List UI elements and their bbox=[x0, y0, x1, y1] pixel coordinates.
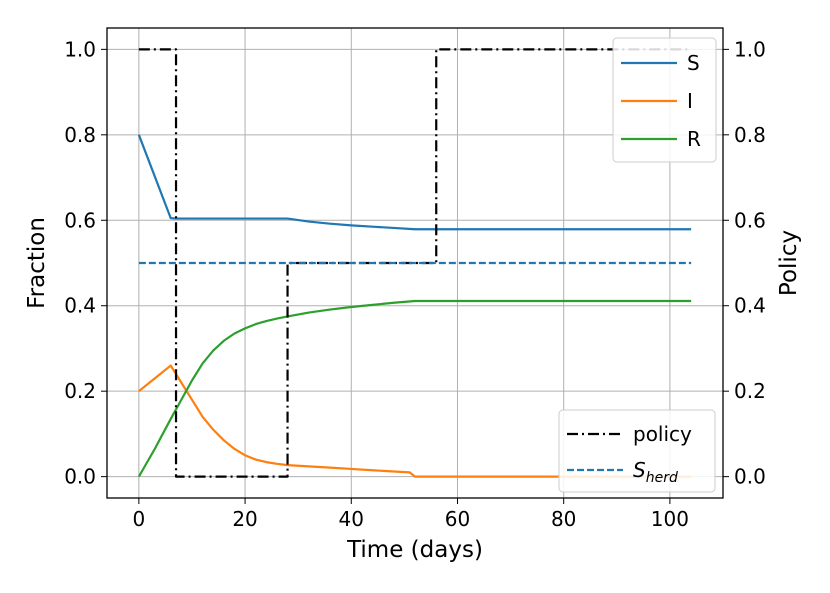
y-tick-label: 0.6 bbox=[64, 208, 96, 232]
legend-policy: policy Sherd bbox=[558, 409, 716, 493]
x-tick-label: 80 bbox=[551, 507, 576, 531]
y-axis-left-label: Fraction bbox=[24, 217, 50, 309]
x-tick-label: 20 bbox=[232, 507, 257, 531]
y-tick-label: 1.0 bbox=[64, 37, 96, 61]
y2-tick-label: 0.2 bbox=[734, 379, 766, 403]
y-tick-label: 0.4 bbox=[64, 294, 96, 318]
legend-sir: SIR bbox=[612, 37, 717, 163]
y2-tick-label: 0.0 bbox=[734, 465, 766, 489]
y-axis-left-ticks: 0.0 0.2 0.4 0.6 0.8 1.0 bbox=[64, 37, 107, 489]
y2-tick-label: 0.4 bbox=[734, 294, 766, 318]
legend-label: R bbox=[687, 127, 701, 151]
series-line-i bbox=[138, 364, 692, 478]
legend-label: S bbox=[687, 51, 700, 75]
y2-tick-label: 0.8 bbox=[734, 123, 766, 147]
legend-label: I bbox=[687, 89, 693, 113]
x-tick-label: 0 bbox=[132, 507, 145, 531]
series-line-s bbox=[137, 134, 692, 231]
legend-label: policy bbox=[633, 422, 692, 446]
y-tick-label: 0.2 bbox=[64, 379, 96, 403]
y-tick-label: 0.8 bbox=[64, 123, 96, 147]
y-axis-right-label: Policy bbox=[776, 230, 802, 296]
y2-tick-label: 1.0 bbox=[734, 37, 766, 61]
series-line-r bbox=[137, 299, 692, 478]
x-tick-label: 60 bbox=[445, 507, 470, 531]
legend-box bbox=[558, 409, 716, 493]
plot-lines bbox=[137, 48, 692, 478]
x-axis-ticks: 0 20 40 60 80 100 bbox=[132, 498, 689, 531]
x-axis-label: Time (days) bbox=[346, 537, 483, 563]
legend-label: Sherd bbox=[633, 458, 678, 486]
y-axis-right-ticks: 0.0 0.2 0.4 0.6 0.8 1.0 bbox=[723, 37, 766, 489]
x-tick-label: 40 bbox=[339, 507, 364, 531]
y-tick-label: 0.0 bbox=[64, 465, 96, 489]
y2-tick-label: 0.6 bbox=[734, 208, 766, 232]
series-line-policy bbox=[138, 48, 692, 478]
plot-frame bbox=[106, 27, 724, 499]
x-tick-label: 100 bbox=[651, 507, 689, 531]
